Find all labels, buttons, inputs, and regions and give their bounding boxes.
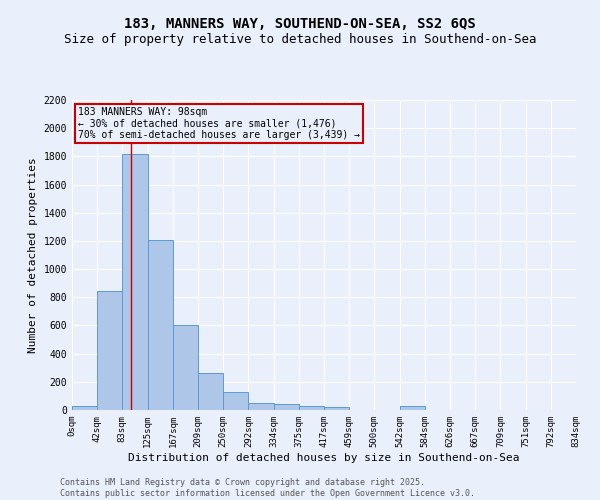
Bar <box>299 406 324 410</box>
X-axis label: Distribution of detached houses by size in Southend-on-Sea: Distribution of detached houses by size … <box>128 452 520 462</box>
Bar <box>248 403 274 410</box>
Bar <box>223 392 248 410</box>
Bar <box>122 154 148 410</box>
Bar <box>400 406 425 410</box>
Text: Contains HM Land Registry data © Crown copyright and database right 2025.
Contai: Contains HM Land Registry data © Crown c… <box>60 478 475 498</box>
Text: 183 MANNERS WAY: 98sqm
← 30% of detached houses are smaller (1,476)
70% of semi-: 183 MANNERS WAY: 98sqm ← 30% of detached… <box>78 107 360 140</box>
Text: 183, MANNERS WAY, SOUTHEND-ON-SEA, SS2 6QS: 183, MANNERS WAY, SOUTHEND-ON-SEA, SS2 6… <box>124 18 476 32</box>
Bar <box>97 291 122 410</box>
Bar <box>72 406 97 410</box>
Bar <box>199 374 223 410</box>
Bar <box>148 240 173 410</box>
Y-axis label: Number of detached properties: Number of detached properties <box>28 157 38 353</box>
Bar <box>324 407 349 410</box>
Text: Size of property relative to detached houses in Southend-on-Sea: Size of property relative to detached ho… <box>64 32 536 46</box>
Bar <box>173 326 199 410</box>
Bar <box>274 404 299 410</box>
